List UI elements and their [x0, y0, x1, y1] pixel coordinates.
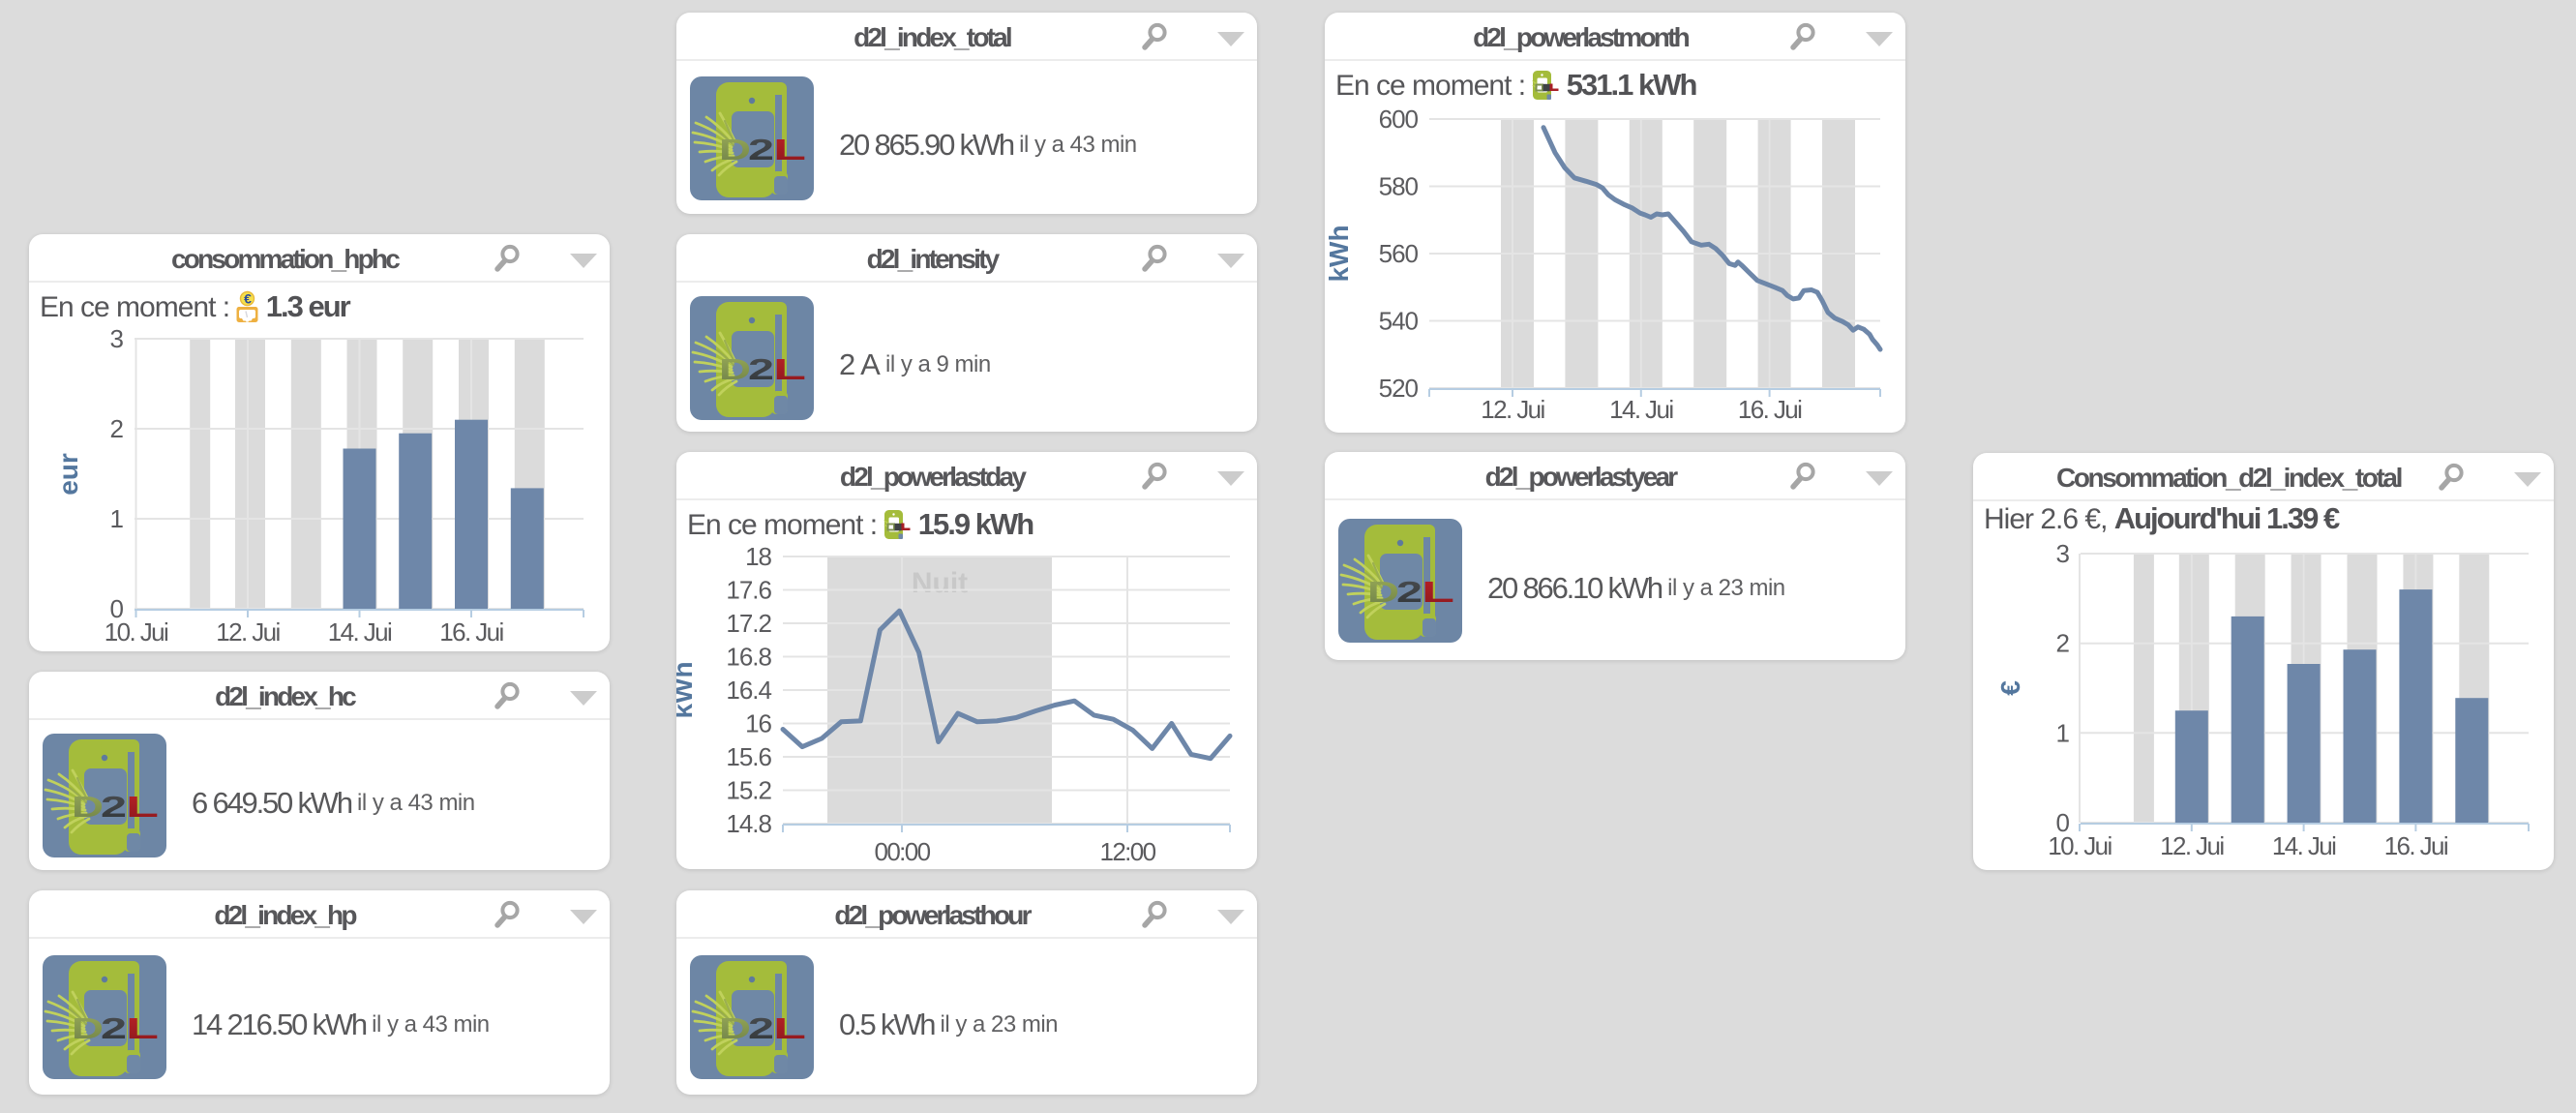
svg-text:16. Jui: 16. Jui: [1738, 395, 1802, 424]
svg-text:L: L: [773, 1011, 806, 1045]
svg-text:L: L: [773, 133, 806, 166]
svg-text:L: L: [126, 790, 159, 824]
svg-text:1: 1: [2056, 718, 2070, 747]
svg-text:2: 2: [748, 352, 774, 386]
svg-text:14. Jui: 14. Jui: [328, 617, 392, 647]
svg-text:560: 560: [1379, 239, 1419, 268]
svg-text:3: 3: [2056, 539, 2070, 568]
svg-text:1: 1: [110, 504, 124, 533]
svg-text:2: 2: [748, 133, 774, 166]
svg-text:14. Jui: 14. Jui: [1609, 395, 1673, 424]
svg-text:16: 16: [745, 709, 771, 738]
svg-text:16.8: 16.8: [726, 643, 771, 672]
svg-text:D: D: [719, 1011, 751, 1045]
svg-text:L: L: [1422, 575, 1454, 609]
svg-text:580: 580: [1379, 172, 1419, 201]
svg-text:520: 520: [1379, 374, 1419, 403]
svg-text:540: 540: [1379, 307, 1419, 336]
svg-text:12. Jui: 12. Jui: [2160, 831, 2224, 860]
svg-text:3: 3: [110, 324, 124, 353]
svg-text:Nuit: Nuit: [912, 567, 968, 599]
svg-text:kWh: kWh: [676, 661, 698, 718]
svg-text:eur: eur: [53, 453, 83, 496]
svg-text:16.4: 16.4: [726, 676, 771, 705]
svg-text:16. Jui: 16. Jui: [2384, 831, 2448, 860]
svg-text:10. Jui: 10. Jui: [105, 617, 168, 647]
svg-text:D: D: [719, 133, 751, 166]
svg-text:kWh: kWh: [1325, 225, 1354, 282]
svg-text:€: €: [245, 291, 253, 307]
svg-text:10. Jui: 10. Jui: [2048, 831, 2112, 860]
svg-text:D: D: [72, 1011, 104, 1045]
svg-text:12:00: 12:00: [1099, 837, 1155, 866]
svg-text:15.2: 15.2: [726, 776, 771, 805]
svg-text:14.8: 14.8: [726, 809, 771, 838]
svg-text:D: D: [719, 352, 751, 386]
svg-text:0: 0: [2056, 808, 2070, 837]
svg-text:D: D: [72, 790, 104, 824]
svg-text:€: €: [1995, 680, 2025, 696]
svg-text:14. Jui: 14. Jui: [2272, 831, 2336, 860]
svg-text:L: L: [126, 1011, 159, 1045]
svg-text:15.6: 15.6: [726, 742, 771, 771]
svg-text:600: 600: [1379, 105, 1419, 134]
svg-text:12. Jui: 12. Jui: [1481, 395, 1544, 424]
svg-text:2: 2: [2056, 629, 2070, 658]
svg-text:16. Jui: 16. Jui: [439, 617, 503, 647]
svg-text:00:00: 00:00: [874, 837, 930, 866]
svg-text:D: D: [1367, 575, 1399, 609]
svg-text:2: 2: [1396, 575, 1423, 609]
svg-text:17.2: 17.2: [726, 609, 771, 638]
svg-text:2: 2: [110, 414, 124, 443]
svg-text:18: 18: [745, 542, 771, 571]
svg-text:2: 2: [748, 1011, 774, 1045]
svg-text:2: 2: [101, 790, 127, 824]
svg-text:0: 0: [110, 594, 124, 623]
svg-text:17.6: 17.6: [726, 576, 771, 605]
svg-text:2: 2: [101, 1011, 127, 1045]
svg-text:12. Jui: 12. Jui: [216, 617, 280, 647]
svg-text:L: L: [773, 352, 806, 386]
